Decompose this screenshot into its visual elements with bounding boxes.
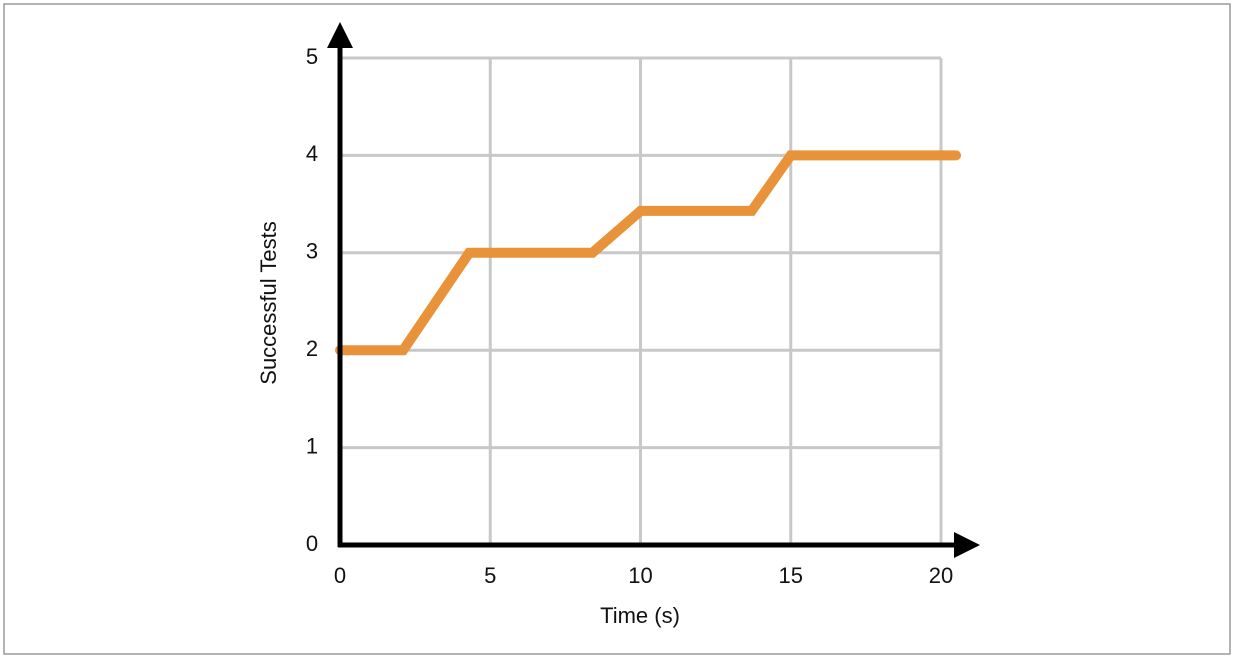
- y-tick-label: 3: [306, 239, 318, 264]
- y-tick-label: 0: [306, 531, 318, 556]
- y-tick-label: 1: [306, 433, 318, 458]
- x-tick-label: 15: [779, 563, 803, 588]
- grid: [338, 56, 943, 547]
- y-tick-label: 4: [306, 141, 318, 166]
- x-tick-label: 20: [929, 563, 953, 588]
- x-axis-label: Time (s): [600, 603, 680, 628]
- frame: [3, 3, 1231, 655]
- x-tick-label: 0: [334, 563, 346, 588]
- data-line: [335, 150, 962, 356]
- x-axis-arrow: [954, 532, 980, 558]
- y-axis-label: Successful Tests: [256, 221, 281, 384]
- x-tick-label: 10: [628, 563, 652, 588]
- y-tick-label: 5: [306, 44, 318, 69]
- x-tick-label: 5: [484, 563, 496, 588]
- y-axis-arrow: [327, 22, 353, 48]
- y-tick-label: 2: [306, 336, 318, 361]
- plot: [335, 150, 962, 356]
